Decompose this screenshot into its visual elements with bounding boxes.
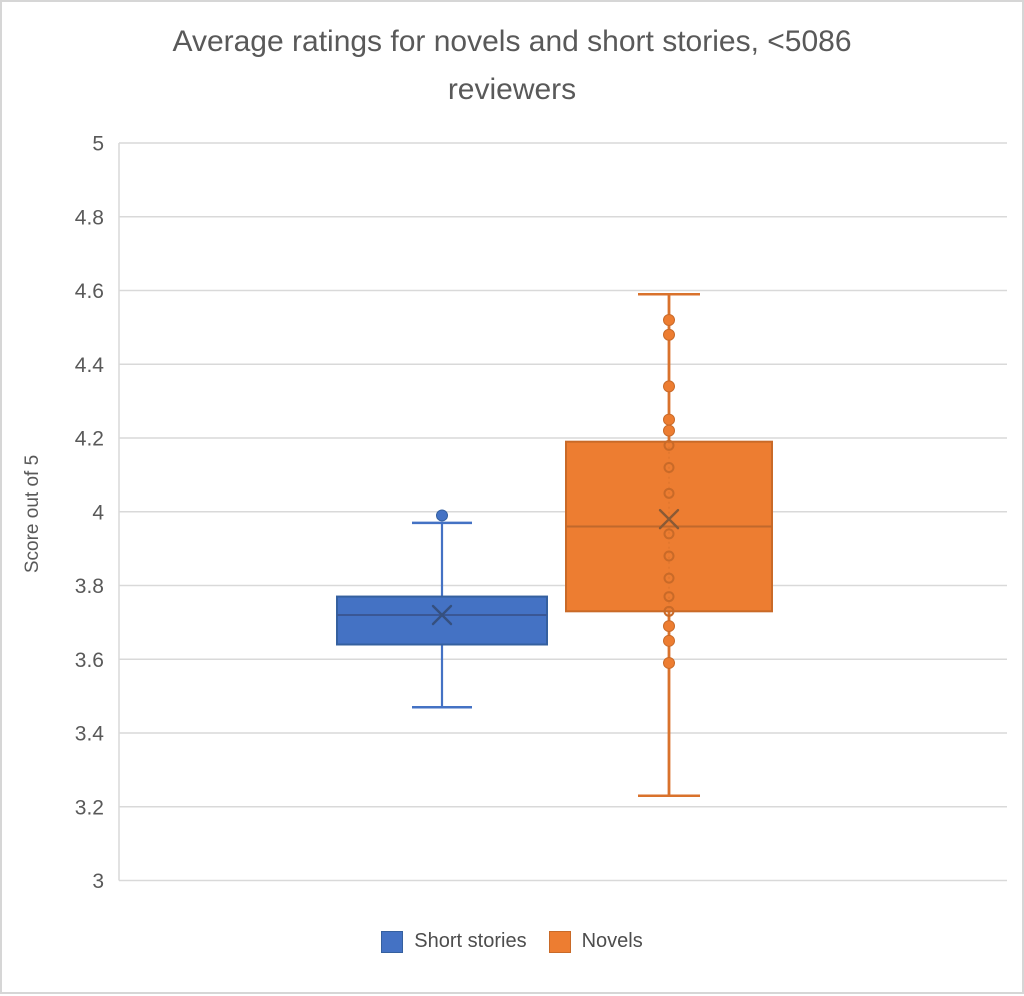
y-tick-label-3: 3 bbox=[92, 870, 104, 893]
novels-data-point-outer bbox=[663, 634, 675, 647]
chart-legend: Short stories Novels bbox=[2, 930, 1022, 953]
legend-swatch-novels bbox=[548, 930, 571, 953]
y-tick-label-4.2: 4.2 bbox=[75, 428, 104, 451]
y-tick-label-4.8: 4.8 bbox=[75, 206, 104, 229]
novels-data-point-outer bbox=[663, 424, 675, 437]
novels-mean-marker bbox=[658, 508, 680, 530]
novels-data-point-outer bbox=[663, 656, 675, 669]
novels-data-point-inner bbox=[663, 591, 675, 603]
y-tick-label-4: 4 bbox=[92, 501, 104, 524]
novels-data-point-outer bbox=[663, 380, 675, 393]
y-tick-label-3.4: 3.4 bbox=[75, 723, 105, 746]
novels-data-point-outer bbox=[663, 620, 675, 633]
legend-label-short-stories: Short stories bbox=[414, 930, 527, 952]
novels-data-point-inner bbox=[663, 550, 675, 562]
short-stories-box[interactable] bbox=[336, 595, 548, 646]
novels-data-point-outer bbox=[663, 314, 675, 326]
novels-data-point-inner bbox=[663, 572, 675, 584]
y-tick-label-4.6: 4.6 bbox=[75, 280, 104, 303]
legend-item-short-stories[interactable]: Short stories bbox=[381, 930, 527, 953]
legend-swatch-short-stories bbox=[381, 930, 404, 953]
chart-title-line-2: reviewers bbox=[447, 73, 577, 106]
chart-title-line-1: Average ratings for novels and short sto… bbox=[172, 25, 852, 58]
legend-label-novels: Novels bbox=[581, 930, 643, 952]
y-tick-label-3.8: 3.8 bbox=[75, 575, 104, 598]
novels-data-point-inner bbox=[663, 528, 675, 540]
short-stories-mean-marker bbox=[431, 604, 453, 626]
novels-data-point-inner bbox=[663, 605, 675, 617]
y-tick-label-4.4: 4.4 bbox=[75, 354, 105, 377]
novels-data-point-inner bbox=[663, 487, 675, 499]
y-tick-label-3.6: 3.6 bbox=[75, 649, 104, 672]
novels-data-point-inner bbox=[663, 462, 675, 473]
chart-title: Average ratings for novels and short sto… bbox=[2, 18, 1022, 114]
novels-data-point-outer bbox=[663, 328, 675, 341]
y-tick-label-3.2: 3.2 bbox=[75, 796, 104, 819]
y-axis-title: Score out of 5 bbox=[22, 455, 43, 573]
short-stories-data-point-outer bbox=[436, 509, 448, 522]
novels-data-point-outer bbox=[663, 413, 675, 426]
novels-data-point-inner bbox=[663, 439, 675, 451]
y-tick-label-5: 5 bbox=[92, 133, 104, 156]
legend-item-novels[interactable]: Novels bbox=[548, 930, 643, 953]
